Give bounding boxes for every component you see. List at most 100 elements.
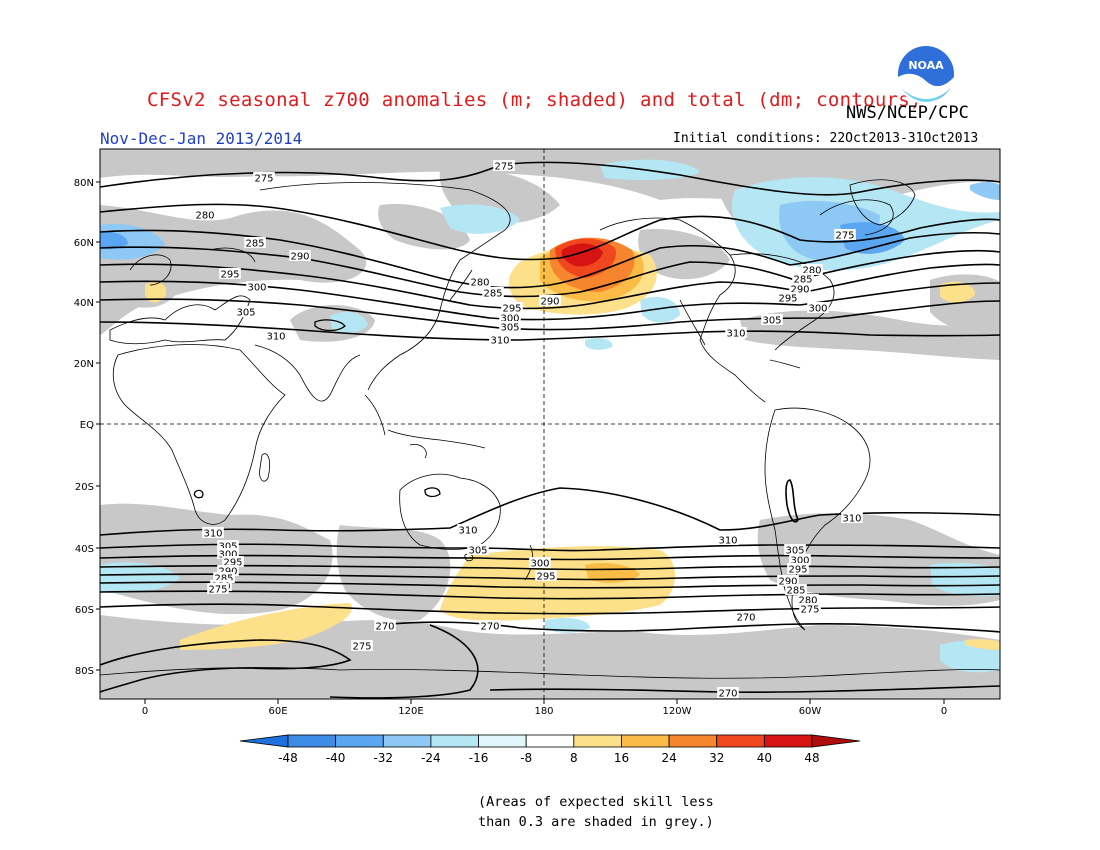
colorbar-segment [621, 734, 670, 748]
positive-anomalies [145, 237, 1000, 650]
contour-label-bg [777, 575, 799, 586]
contour-label: 285 [786, 586, 805, 597]
contour-label: 300 [500, 314, 519, 325]
colorbar-label: -24 [421, 751, 441, 765]
contour-label: 290 [540, 297, 559, 308]
colorbar-segment [382, 734, 432, 748]
lon-tick-label: 120W [663, 706, 692, 717]
contour-label: 295 [502, 304, 521, 315]
contour-label-bg [784, 544, 806, 555]
lon-tick-label: 0 [941, 706, 947, 717]
contour-label: 300 [247, 283, 266, 294]
longitude-axis: 0 60E 120E 180 120W 60W 0 [142, 699, 947, 717]
contour-label: 305 [236, 308, 255, 319]
contour-label-bg [207, 583, 229, 594]
contour-label: 290 [778, 577, 797, 588]
contour-label-bg [217, 565, 239, 576]
lat-tick-label: 60N [74, 238, 94, 249]
contour-label: 280 [470, 278, 489, 289]
contour-label-bg [194, 209, 216, 220]
contour-label: 310 [458, 526, 477, 537]
contour-label: 270 [375, 622, 394, 633]
footnote: (Areas of expected skill less than 0.3 a… [478, 792, 714, 832]
contour-label-bg [499, 312, 521, 323]
contour-label-bg [535, 570, 557, 581]
contour-label: 285 [483, 289, 502, 300]
contour-label-bg [222, 556, 244, 567]
contour-label-bg [735, 611, 757, 622]
contour-label: 300 [808, 304, 827, 315]
color-scale-bar: -48 -40 -32 -24 -16 -8 8 16 24 32 40 48 [239, 734, 861, 765]
colorbar-label: -48 [278, 751, 298, 765]
forecast-period: Nov-Dec-Jan 2013/2014 [100, 129, 303, 148]
contour-label: 295 [223, 558, 242, 569]
contour-label-bg [467, 544, 489, 555]
contour-label-bg [539, 295, 561, 306]
contour-label-bg [725, 327, 747, 338]
colorbar-segment [335, 734, 384, 748]
contour-label: 310 [726, 329, 745, 340]
lat-tick-label: 40N [74, 298, 94, 309]
contour-label-bg [792, 273, 814, 284]
chart-title: CFSv2 seasonal z700 anomalies (m; shaded… [147, 89, 922, 111]
colorbar-segment [716, 734, 765, 748]
contour-label-bg [834, 229, 856, 240]
contour-label: 295 [788, 565, 807, 576]
contour-label: 305 [218, 542, 237, 553]
contour-label: 285 [793, 275, 812, 286]
contour-label-bg [489, 334, 511, 345]
colorbar-label: 16 [614, 751, 629, 765]
contour-label: 305 [468, 546, 487, 557]
lat-tick-label: 80N [74, 178, 94, 189]
lat-tick-label: EQ [80, 420, 94, 431]
contour-label-bg [265, 330, 287, 341]
colorbar-segment [763, 734, 813, 748]
contour-label-bg [246, 281, 268, 292]
contour-label-bg [217, 540, 239, 551]
coastlines [100, 179, 1000, 679]
contour-label: 270 [480, 622, 499, 633]
colorbar-segment [287, 734, 337, 748]
contour-label-bg [761, 314, 783, 325]
contour-label-bg [253, 172, 275, 183]
reference-lines [100, 149, 1000, 699]
contour-label-bg [217, 548, 239, 559]
colorbar-label: -16 [469, 751, 489, 765]
contour-label-bg [482, 287, 504, 298]
contour-label: 305 [785, 546, 804, 557]
contour-label-bg [469, 276, 491, 287]
contour-label: 295 [220, 270, 239, 281]
contour-label-bg [374, 620, 396, 631]
contour-label-bg [777, 292, 799, 303]
colorbar-label: 24 [661, 751, 676, 765]
contour-label-bg [213, 572, 235, 583]
colorbar-segment [430, 734, 479, 748]
contour-label-bg [351, 640, 373, 651]
colorbar-label: -32 [373, 751, 393, 765]
contour-labels: 2752752802852902953003053102802852902953… [194, 160, 863, 700]
contour-label: 280 [195, 211, 214, 222]
contour-label: 275 [208, 585, 227, 596]
contour-label: 275 [254, 174, 273, 185]
contour-label-bg [202, 527, 224, 538]
lat-tick-label: 20S [75, 482, 94, 493]
contour-label: 290 [290, 252, 309, 263]
contour-label-bg [789, 554, 811, 565]
colorbar-label: 48 [804, 751, 819, 765]
contour-label-bg [799, 603, 821, 614]
colorbar-low-arrow [239, 734, 289, 748]
contour-label-bg [244, 237, 266, 248]
lat-tick-label: 20N [74, 359, 94, 370]
contour-label: 280 [798, 596, 817, 607]
contour-label: 275 [494, 162, 513, 173]
lon-tick-label: 60E [268, 706, 287, 717]
contour-label-bg [797, 594, 819, 605]
contour-label-bg [499, 321, 521, 332]
lat-tick-label: 80S [75, 666, 94, 677]
contour-label-bg [235, 306, 257, 317]
contour-label: 310 [490, 336, 509, 347]
contour-label: 280 [802, 266, 821, 277]
contour-label-bg [289, 250, 311, 261]
contour-label-bg [457, 524, 479, 535]
